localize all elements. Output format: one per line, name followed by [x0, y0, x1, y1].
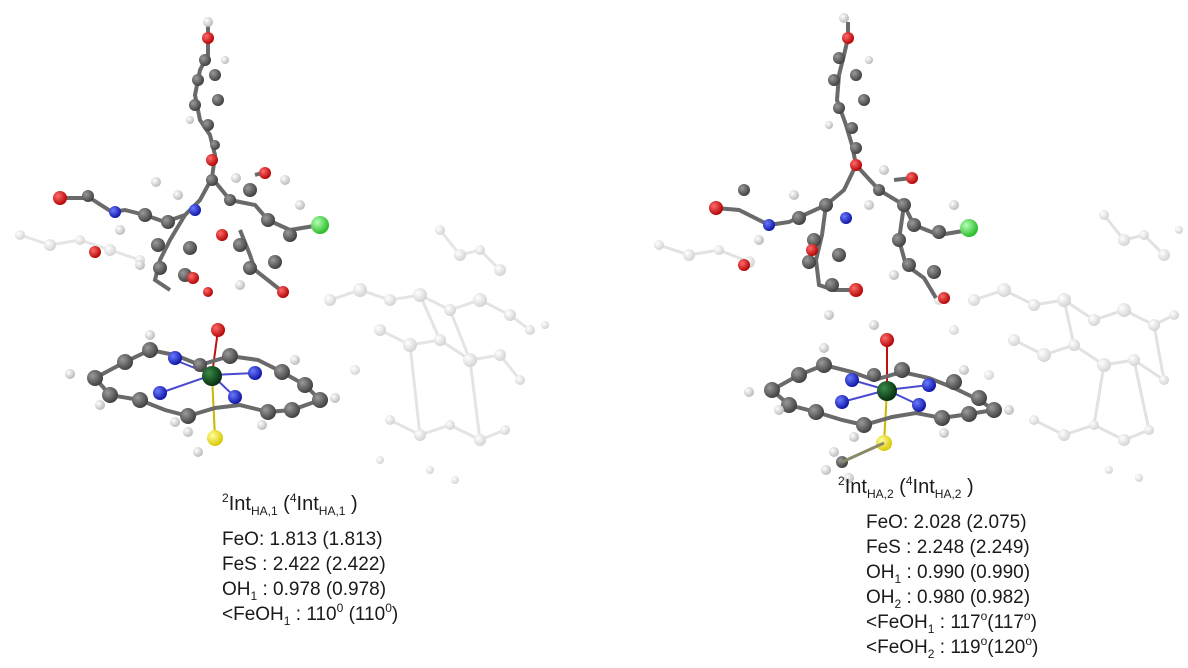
param-feo-2: FeO: 2.028 (2.075) — [866, 512, 1027, 533]
substrate-atoms-2 — [709, 13, 978, 320]
param-oh1-2: OH1 : 0.990 (0.990) — [866, 562, 1031, 586]
param-feo-1: FeO: 1.813 (1.813) — [222, 529, 383, 550]
param-feoh1-2: <FeOH1 : 117o(117o) — [866, 609, 1037, 636]
param-feoh2-2: <FeOH2 : 119o(120o) — [866, 634, 1039, 661]
param-feoh1-1: <FeOH1 : 1100 (1100) — [222, 601, 399, 628]
substrate-atoms-1 — [53, 17, 329, 298]
molecule-model-2 — [654, 13, 1183, 483]
structure-title-1: 2IntHA,1 (4IntHA,1 ) — [222, 491, 358, 518]
caption-2: 2IntHA,2 (4IntHA,2 ) FeO: 2.028 (2.075) … — [838, 475, 1038, 660]
param-oh1-1: OH1 : 0.978 (0.978) — [222, 579, 387, 603]
param-oh2-2: OH2 : 0.980 (0.982) — [866, 587, 1031, 611]
structure-panel-1: 2IntHA,1 (4IntHA,1 ) FeO: 1.813 (1.813) … — [15, 17, 549, 627]
background-atoms-2 — [654, 210, 1183, 482]
structure-panel-2: 2IntHA,2 (4IntHA,2 ) FeO: 2.028 (2.075) … — [594, 0, 1188, 668]
molecule-model-1 — [15, 17, 549, 484]
param-fes-1: FeS : 2.422 (2.422) — [222, 554, 386, 575]
porphyrin-atoms-1 — [65, 323, 340, 457]
background-atoms-1 — [15, 225, 549, 484]
structure-title-2: 2IntHA,2 (4IntHA,2 ) — [838, 474, 974, 501]
param-fes-2: FeS : 2.248 (2.249) — [866, 537, 1030, 558]
porphyrin-atoms-2 — [744, 320, 1014, 483]
caption-1: 2IntHA,1 (4IntHA,1 ) FeO: 1.813 (1.813) … — [222, 492, 398, 627]
